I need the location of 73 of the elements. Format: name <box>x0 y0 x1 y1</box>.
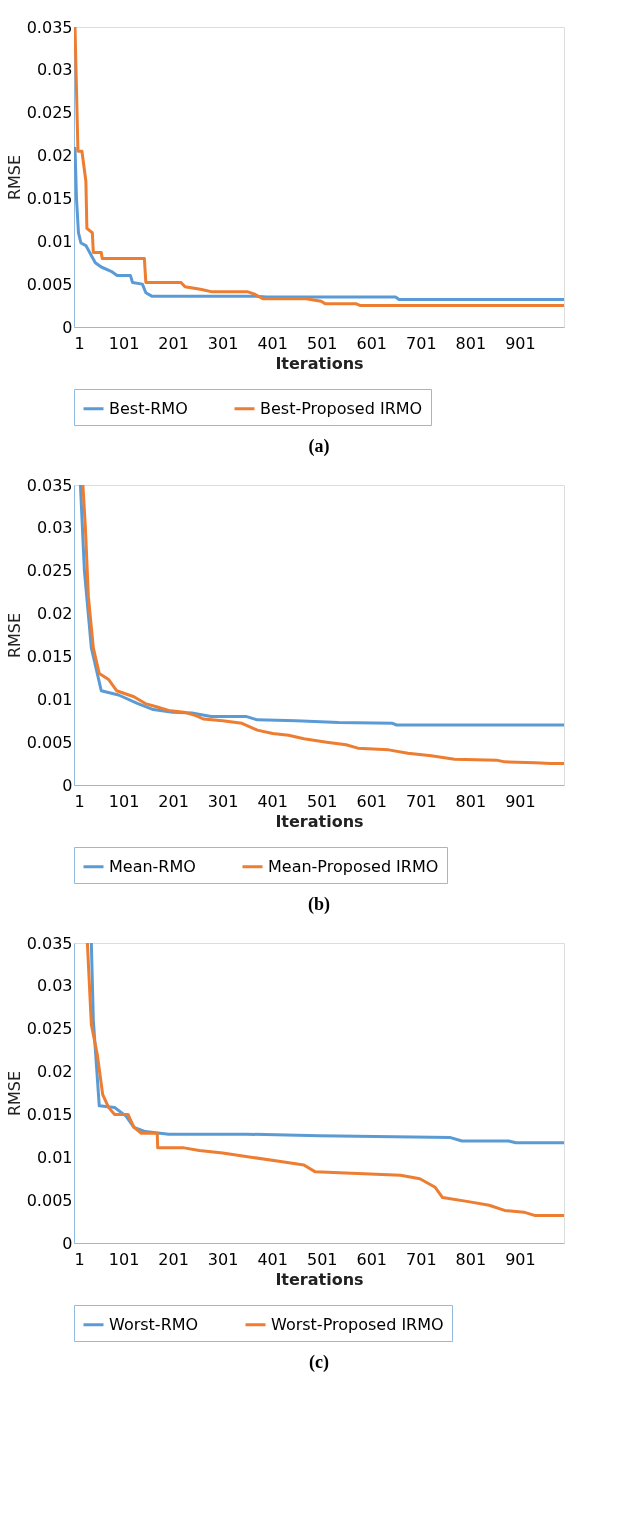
legend-label: Worst-Proposed IRMO <box>271 1314 444 1334</box>
y-axis-title: RMSE <box>4 1070 24 1117</box>
legend-label: Mean-RMO <box>109 856 196 876</box>
x-axis-title: Iterations <box>275 1269 364 1289</box>
text: (a) <box>308 435 330 457</box>
y-tick-label: 0.02 <box>36 604 73 624</box>
x-tick-label: 401 <box>257 791 288 811</box>
y-axis-title: RMSE <box>4 612 24 659</box>
y-tick-label: 0.01 <box>36 1147 73 1167</box>
x-tick-label: 201 <box>158 333 189 353</box>
x-tick-label: 601 <box>356 791 388 811</box>
x-tick-label: 601 <box>356 333 388 353</box>
y-tick-label: 0.005 <box>26 1190 73 1210</box>
y-tick-label: 0.035 <box>26 933 73 953</box>
y-tick-label: 0.005 <box>26 274 73 294</box>
x-tick-label: 301 <box>207 1249 239 1269</box>
y-tick-label: 0 <box>62 317 73 337</box>
y-tick-label: 0.005 <box>26 732 73 752</box>
x-tick-label: 501 <box>306 791 338 811</box>
x-tick-label: 1 <box>74 333 85 353</box>
x-tick-label: 401 <box>257 333 288 353</box>
text: (c) <box>309 1351 329 1373</box>
y-tick-label: 0.035 <box>26 17 73 37</box>
line-series <box>85 943 564 1218</box>
y-tick-label: 0.03 <box>36 60 73 80</box>
x-tick-label: 501 <box>306 333 338 353</box>
x-tick-label: 101 <box>108 333 140 353</box>
y-tick-label: 0.03 <box>36 976 73 996</box>
x-tick-label: 101 <box>108 791 140 811</box>
legend-label: Mean-Proposed IRMO <box>268 856 439 876</box>
y-axis-title: RMSE <box>4 154 24 201</box>
legend-label: Best-RMO <box>109 398 188 418</box>
x-tick-label: 301 <box>207 791 239 811</box>
x-tick-label: 701 <box>406 333 437 353</box>
legend-label: Worst-RMO <box>109 1314 199 1334</box>
line-series <box>89 943 564 1145</box>
y-tick-label: 0.02 <box>36 1062 73 1082</box>
x-tick-label: 901 <box>505 333 536 353</box>
y-tick-label: 0.035 <box>26 475 73 495</box>
y-tick-label: 0.015 <box>26 1104 73 1124</box>
x-tick-label: 1 <box>74 1249 85 1269</box>
y-tick-label: 0.015 <box>26 188 73 208</box>
y-tick-label: 0.025 <box>26 1019 73 1039</box>
x-tick-label: 701 <box>406 1249 437 1269</box>
x-tick-label: 701 <box>406 791 437 811</box>
y-tick-label: 0.03 <box>36 518 73 538</box>
x-tick-label: 101 <box>108 1249 140 1269</box>
x-tick-label: 1 <box>74 791 85 811</box>
x-tick-label: 901 <box>505 1249 536 1269</box>
y-tick-label: 0.015 <box>26 646 73 666</box>
y-tick-label: 0 <box>62 775 73 795</box>
line-series <box>74 145 564 302</box>
x-tick-label: 601 <box>356 1249 388 1269</box>
x-tick-label: 801 <box>455 333 487 353</box>
x-axis-title: Iterations <box>275 353 364 373</box>
y-tick-label: 0.025 <box>26 103 73 123</box>
line-series <box>74 27 564 308</box>
x-axis-title: Iterations <box>275 811 364 831</box>
x-tick-label: 501 <box>306 1249 338 1269</box>
x-tick-label: 901 <box>505 791 536 811</box>
x-tick-label: 301 <box>207 333 239 353</box>
y-tick-label: 0.02 <box>36 146 73 166</box>
x-tick-label: 201 <box>158 1249 189 1269</box>
y-tick-label: 0.025 <box>26 561 73 581</box>
x-tick-label: 201 <box>158 791 189 811</box>
x-tick-label: 801 <box>455 1249 487 1269</box>
y-tick-label: 0.01 <box>36 689 73 709</box>
y-tick-label: 0.01 <box>36 231 73 251</box>
text: (b) <box>308 893 330 915</box>
legend-label: Best-Proposed IRMO <box>260 398 423 418</box>
x-tick-label: 401 <box>257 1249 288 1269</box>
y-tick-label: 0 <box>62 1233 73 1253</box>
x-tick-label: 801 <box>455 791 487 811</box>
